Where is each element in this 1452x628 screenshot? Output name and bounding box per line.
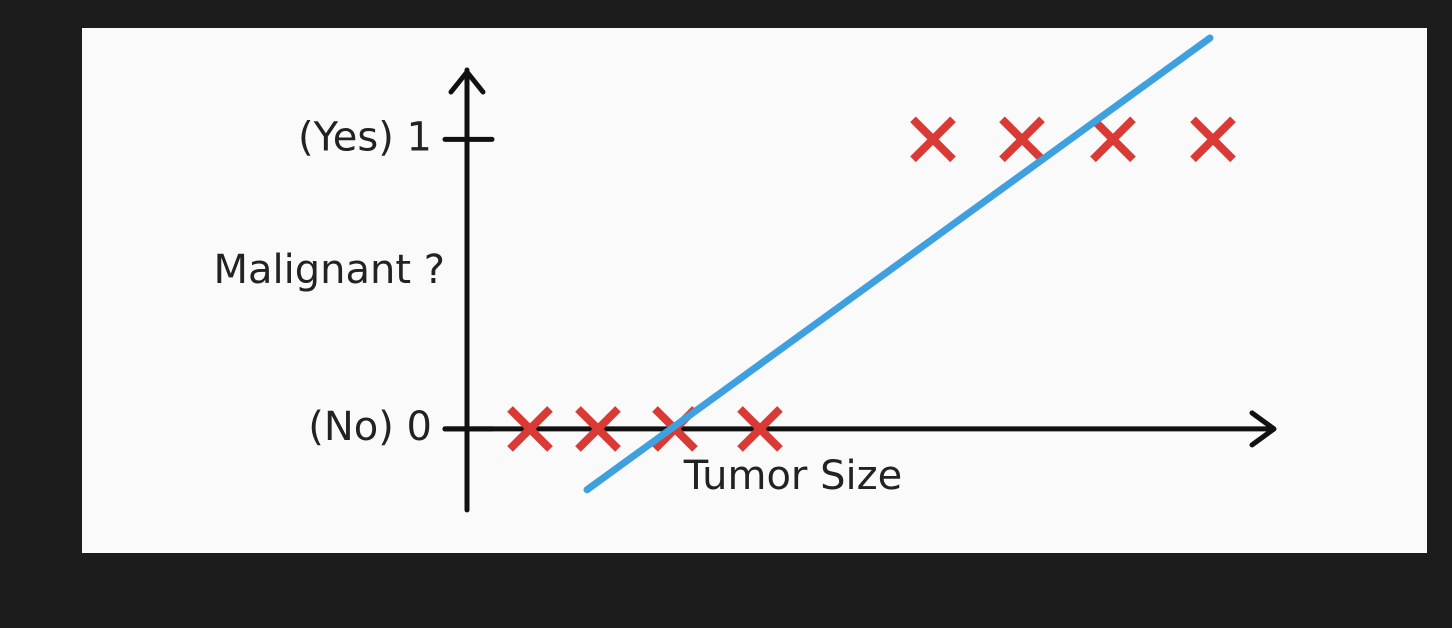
x-axis [442, 410, 1277, 448]
cross-stroke [507, 406, 553, 452]
cross-marker [1190, 116, 1236, 163]
y-tick-label: (Yes) 1 [298, 114, 432, 160]
cross-marker [575, 406, 621, 452]
cross-stroke [575, 406, 621, 452]
cross-marker [507, 406, 553, 452]
cross-stroke [999, 116, 1045, 163]
cross-stroke [910, 116, 956, 163]
y-tick-label: (No) 0 [308, 404, 432, 450]
cross-stroke [737, 406, 783, 452]
cross-stroke [1190, 116, 1236, 163]
x-axis-label: Tumor Size [683, 453, 902, 499]
slide [82, 28, 1427, 553]
fit-line [583, 34, 1214, 494]
cross-stroke [1090, 116, 1136, 163]
y-axis [448, 67, 486, 513]
cross-marker [1090, 116, 1136, 163]
cross-marker [737, 406, 783, 452]
cross-marker [910, 116, 956, 163]
y-axis-label: Malignant ? [214, 247, 445, 293]
cross-marker [999, 116, 1045, 163]
